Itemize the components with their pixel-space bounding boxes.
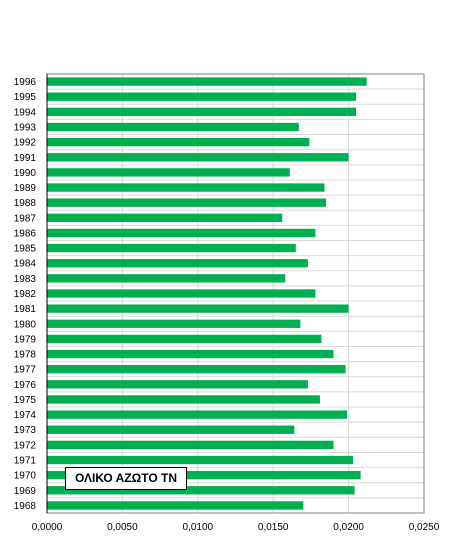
y-category-label: 1982 <box>14 289 37 300</box>
bar-1977 <box>47 365 346 374</box>
bar-1968 <box>47 501 304 510</box>
bar-1978 <box>47 349 334 359</box>
y-category-label: 1975 <box>14 395 37 406</box>
y-category-label: 1988 <box>14 198 37 209</box>
bar-1993 <box>47 122 299 132</box>
bar-1988 <box>47 198 326 207</box>
bar-1969 <box>47 486 355 495</box>
bar-1995 <box>47 92 357 101</box>
bar-1984 <box>47 259 308 268</box>
bar-1982 <box>47 289 316 298</box>
y-category-label: 1983 <box>14 274 37 285</box>
axes <box>46 73 425 514</box>
y-category-label: 1989 <box>14 183 37 194</box>
bar-1980 <box>47 319 301 328</box>
y-category-label: 1978 <box>14 350 37 361</box>
x-tick-label: 0,0150 <box>258 522 289 533</box>
x-tick-label: 0,0250 <box>409 522 440 533</box>
y-category-label: 1980 <box>14 319 37 330</box>
bar-1996 <box>47 77 367 86</box>
y-category-label: 1973 <box>14 425 37 436</box>
bar-1973 <box>47 425 295 434</box>
y-category-label: 1968 <box>14 501 37 512</box>
bar-1979 <box>47 334 322 344</box>
bar-1970 <box>47 470 361 480</box>
bar-1994 <box>47 107 357 117</box>
bar-1975 <box>47 395 320 404</box>
y-category-label: 1996 <box>14 77 37 88</box>
x-tick-label: 0,0050 <box>107 522 138 533</box>
y-category-label: 1984 <box>14 259 37 270</box>
y-category-label: 1992 <box>14 138 37 149</box>
y-category-label: 1971 <box>14 456 37 467</box>
bar-1971 <box>47 455 354 465</box>
y-category-label: 1991 <box>14 153 37 164</box>
y-category-label: 1979 <box>14 334 37 345</box>
y-category-label: 1985 <box>14 244 37 255</box>
x-tick-label: 0,0100 <box>183 522 214 533</box>
y-category-label: 1986 <box>14 228 37 239</box>
bar-1990 <box>47 168 290 177</box>
y-category-label: 1970 <box>14 471 37 482</box>
bar-1974 <box>47 410 348 419</box>
category-axis-labels: 1996 1995 1994 1993 1992 1991 1990 1989 1988 1987… <box>14 77 37 512</box>
y-category-label: 1976 <box>14 380 37 391</box>
y-category-label: 1981 <box>14 304 37 315</box>
y-category-label: 1995 <box>14 92 37 103</box>
y-category-label: 1987 <box>14 213 37 224</box>
y-category-label: 1990 <box>14 168 37 179</box>
bar-1985 <box>47 243 296 253</box>
bar-1991 <box>47 153 349 162</box>
bar-1972 <box>47 440 334 450</box>
y-category-label: 1969 <box>14 486 37 497</box>
bar-1981 <box>47 304 349 313</box>
bar-1989 <box>47 183 325 192</box>
series-label-box: ΟΛΙΚΟ ΑΖΩΤΟ ΤΝ <box>65 467 187 490</box>
y-category-label: 1972 <box>14 440 37 451</box>
y-category-label: 1993 <box>14 122 37 133</box>
bar-1987 <box>47 213 283 222</box>
bar-1986 <box>47 228 316 238</box>
y-category-label: 1994 <box>14 107 37 118</box>
bar-series <box>47 77 367 510</box>
bar-1992 <box>47 137 310 147</box>
x-tick-label: 0,0000 <box>32 522 63 533</box>
bar-1983 <box>47 274 286 283</box>
x-tick-label: 0,0200 <box>333 522 364 533</box>
value-axis-labels: 0,0000 0,0050 0,0100 0,0150 0,0200 0,0250 <box>32 522 440 533</box>
y-category-label: 1974 <box>14 410 37 421</box>
y-category-label: 1977 <box>14 365 37 376</box>
bar-1976 <box>47 380 308 389</box>
